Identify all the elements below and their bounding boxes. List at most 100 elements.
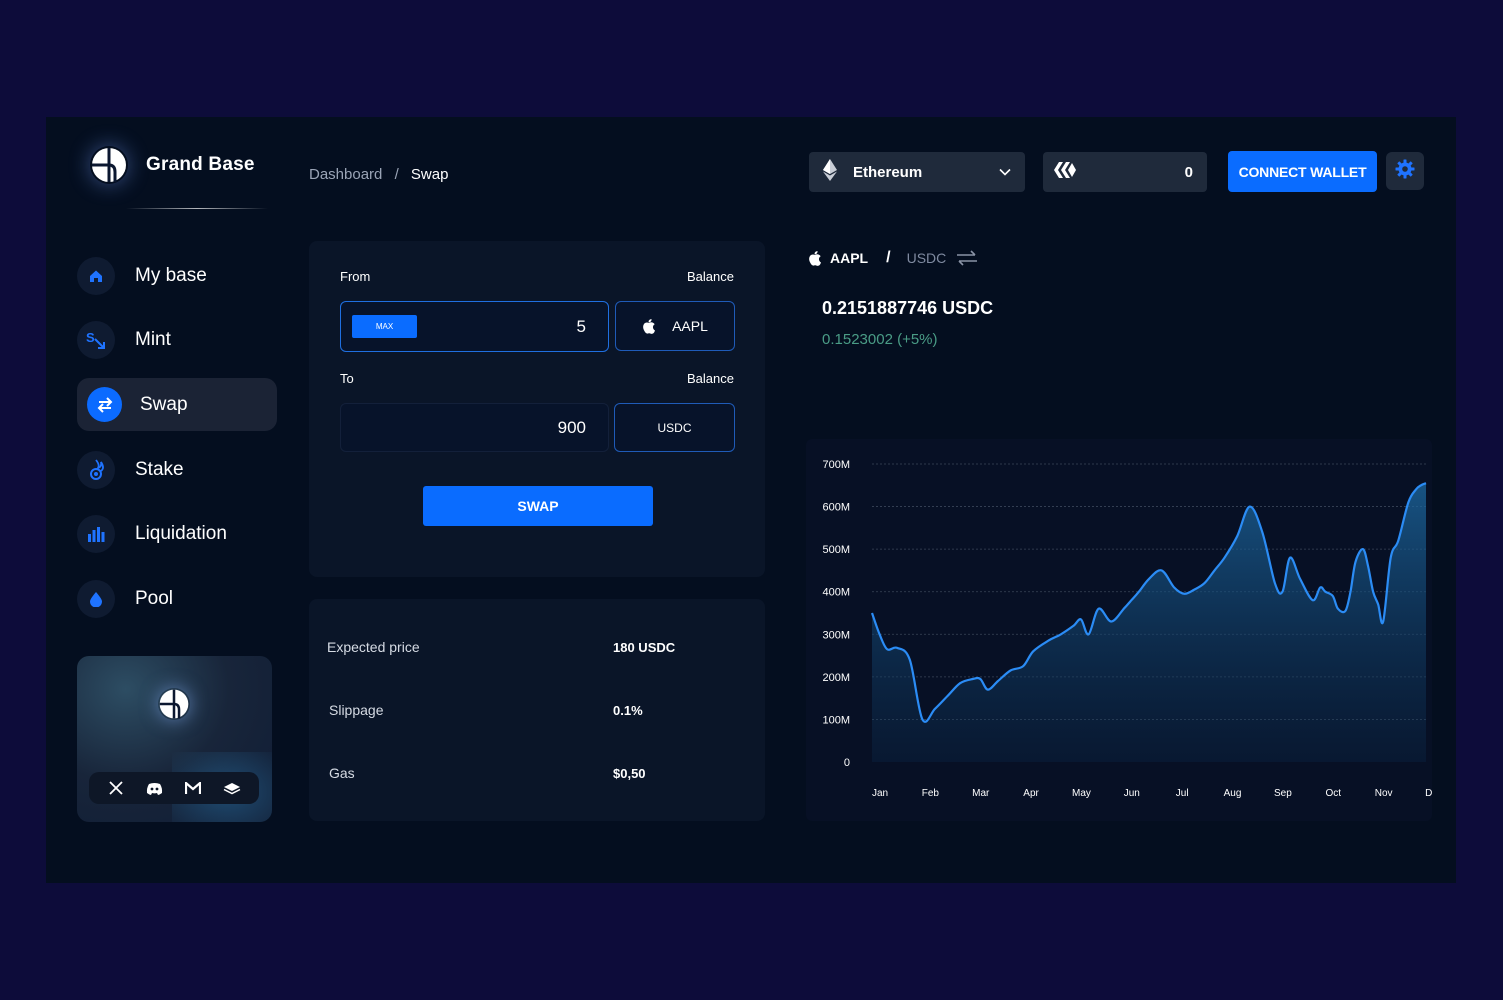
drop-icon [77,579,115,618]
gmail-icon[interactable] [182,777,204,799]
current-price: 0.2151887746 USDC [822,298,994,318]
chart-line [870,482,1427,723]
max-button[interactable]: MAX [352,315,417,338]
x-tick-label: Jun [1124,788,1140,799]
sidebar-item-label: Pool [135,587,174,609]
gitbook-icon[interactable] [221,777,243,799]
app-name: Grand Base [146,154,255,175]
x-tick-label: Dec [1425,788,1432,799]
sidebar-item-stake[interactable]: Stake [77,443,277,496]
trading-pair: AAPL / USDC [808,249,978,267]
chevron-down-icon [999,163,1011,181]
expected-price-label: Expected price [327,639,420,655]
y-tick-label: 700M [822,459,850,471]
x-tick-label: Aug [1224,788,1242,799]
mint-icon: S [77,321,115,360]
to-amount-input[interactable]: 900 [340,403,609,452]
sidebar-nav: My base S Mint Swap Stake [77,249,277,637]
from-token-symbol: AAPL [672,318,708,334]
sidebar-item-swap[interactable]: Swap [77,378,277,432]
sidebar-item-mint[interactable]: S Mint [77,314,277,367]
token-logo-icon [1053,160,1077,185]
to-balance-label: Balance [687,371,734,386]
grand-base-logo-icon [90,146,128,184]
pair-separator: / [886,249,891,266]
home-icon [77,256,115,295]
ethereum-icon [823,158,837,186]
sidebar-item-label: Stake [135,458,184,480]
sidebar-item-label: My base [135,264,207,286]
expected-price-value: 180 USDC [613,640,676,655]
apple-icon [642,318,656,334]
brand[interactable]: Grand Base [90,146,255,184]
connect-wallet-button[interactable]: CONNECT WALLET [1228,151,1377,192]
x-tick-label: Mar [972,788,990,799]
swap-button[interactable]: SWAP [423,486,653,526]
gear-icon [1395,159,1415,184]
x-tick-label: Jul [1176,788,1189,799]
app-window: Grand Base My base S Mint Swap [46,117,1456,883]
social-links [89,772,259,804]
apple-icon [808,250,822,266]
discord-icon[interactable] [144,777,166,799]
swap-arrows-icon [87,387,122,423]
network-name: Ethereum [853,163,923,181]
to-amount-value: 900 [557,417,586,437]
sidebar-item-my-base[interactable]: My base [77,249,277,302]
price-change: 0.1523002 (+5%) [822,331,938,348]
x-tick-label: Sep [1274,788,1292,799]
pair-base-symbol: AAPL [830,250,869,266]
to-token-symbol: USDC [657,420,692,435]
y-tick-label: 400M [822,587,850,599]
y-tick-label: 300M [822,629,850,641]
breadcrumb-current: Swap [410,166,449,183]
slippage-label: Slippage [329,702,384,718]
to-token-select[interactable]: USDC [614,403,735,452]
y-tick-label: 200M [822,672,850,684]
sidebar: Grand Base My base S Mint Swap [46,117,286,883]
breadcrumb-separator: / [394,166,399,183]
sidebar-item-liquidation[interactable]: Liquidation [77,508,277,561]
breadcrumb: Dashboard / Swap [309,166,448,183]
x-tick-label: Feb [922,788,940,799]
gas-label: Gas [329,765,355,781]
slippage-value: 0.1% [613,703,643,718]
chart-area [872,483,1426,762]
community-card [77,656,272,822]
gas-value: $0,50 [613,766,646,781]
x-tick-label: Nov [1375,788,1393,799]
from-label: From [340,269,371,284]
swap-form: From Balance MAX 5 AAPL To Balance 900 U… [309,241,765,577]
price-chart: 0 100M 200M 300M 400M 500M 600M 700M Jan Feb Mar Ap… [806,439,1432,821]
y-tick-label: 100M [822,714,850,726]
settings-button[interactable] [1386,152,1424,190]
sidebar-item-label: Swap [140,393,188,415]
brand-divider [126,208,268,209]
token-balance[interactable]: 0 [1043,152,1207,192]
sidebar-item-label: Mint [135,329,171,351]
x-tick-label: Apr [1023,788,1039,799]
to-label: To [340,371,354,386]
stake-icon [77,450,115,489]
sidebar-item-pool[interactable]: Pool [77,572,277,625]
sidebar-item-label: Liquidation [135,523,227,545]
y-tick-label: 0 [844,757,850,769]
swap-pair-icon[interactable] [956,250,978,266]
y-tick-label: 600M [822,502,850,514]
from-balance-label: Balance [687,269,734,284]
x-tick-label: Oct [1325,788,1341,799]
swap-details: Expected price 180 USDC Slippage 0.1% Ga… [309,599,765,821]
network-select[interactable]: Ethereum [809,152,1025,192]
breadcrumb-dashboard[interactable]: Dashboard [309,166,383,183]
y-tick-label: 500M [822,544,850,556]
from-token-select[interactable]: AAPL [615,301,735,351]
price-chart-svg: 0 100M 200M 300M 400M 500M 600M 700M Jan Feb Mar Ap… [822,459,1432,799]
bar-chart-icon [77,515,115,554]
from-amount-input[interactable]: MAX 5 [340,301,609,352]
token-balance-value: 0 [1184,163,1193,181]
from-amount-value: 5 [576,316,586,336]
x-icon[interactable] [105,777,127,799]
grand-base-logo-icon [158,688,190,720]
svg-text:S: S [86,330,95,345]
x-tick-label: Jan [872,788,888,799]
